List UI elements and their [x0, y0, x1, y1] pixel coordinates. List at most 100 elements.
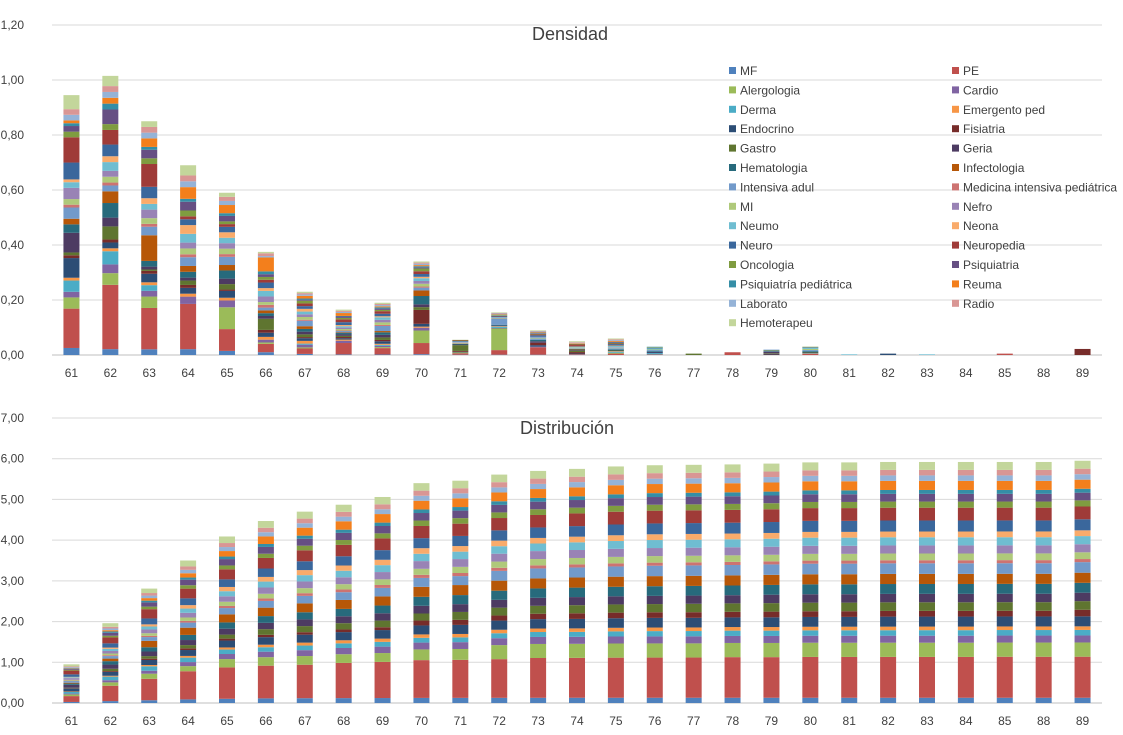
bar-segment — [996, 560, 1013, 564]
bar-segment — [1074, 552, 1091, 560]
bar-segment — [607, 341, 624, 342]
bar-segment — [1035, 616, 1052, 627]
bar-segment — [802, 537, 819, 546]
bar-segment — [180, 257, 197, 266]
bar-segment — [685, 565, 702, 576]
bar-segment — [491, 645, 508, 660]
bar-segment — [1074, 642, 1091, 657]
bar-segment — [880, 593, 897, 603]
bar-segment — [180, 648, 197, 651]
bar-segment — [996, 573, 1013, 584]
bar-segment — [607, 576, 624, 587]
bar-segment — [335, 334, 352, 336]
bar-segment — [413, 561, 430, 569]
bar-segment — [919, 610, 935, 617]
bar-segment — [841, 656, 858, 698]
bar-segment — [141, 647, 158, 652]
bar-segment — [141, 218, 158, 224]
bar-segment — [530, 565, 547, 569]
bar-segment — [257, 657, 274, 666]
bar-segment — [335, 647, 352, 655]
y-tick-label: 5,00 — [1, 492, 25, 506]
x-tick-label: 75 — [609, 366, 623, 380]
bar-segment — [296, 518, 313, 524]
bar-segment — [102, 217, 119, 227]
bar-segment — [1035, 697, 1052, 703]
bar-segment — [102, 647, 119, 649]
bar-segment — [802, 574, 819, 585]
bar-segment — [919, 593, 935, 603]
bar-segment — [452, 624, 469, 634]
bar-segment — [957, 520, 974, 532]
bar-segment — [569, 476, 585, 483]
bar-segment — [646, 348, 663, 350]
bar-segment — [530, 332, 547, 333]
legend-entry: Gastro — [740, 142, 776, 156]
bar-segment — [841, 560, 858, 564]
bar-segment — [646, 347, 663, 348]
bar-segment — [335, 565, 352, 571]
bar-segment — [491, 553, 508, 562]
bar-segment — [296, 645, 313, 651]
bar-segment — [63, 182, 80, 188]
bar-segment — [646, 352, 663, 354]
bar-segment — [530, 568, 547, 579]
bar-segment — [219, 329, 235, 351]
bar-segment — [63, 204, 80, 208]
bar-segment — [841, 508, 858, 521]
bar-segment — [296, 535, 313, 539]
bar-segment — [63, 669, 80, 671]
bar-segment — [141, 164, 158, 187]
bar-segment — [102, 273, 119, 285]
bar-segment — [646, 353, 663, 355]
densidad-legend: MF PE Alergologia Cardio Derma Emergento ped E… — [729, 64, 1117, 330]
bar-segment — [102, 191, 119, 204]
bar-segment — [607, 346, 624, 348]
y-tick-label: 0,20 — [1, 293, 25, 307]
bar-segment — [880, 563, 897, 574]
bar-segment — [374, 306, 391, 308]
bar-segment — [802, 642, 819, 657]
bar-segment — [374, 653, 391, 662]
bar-segment — [880, 635, 897, 643]
bar-segment — [257, 607, 274, 617]
bar-segment — [296, 311, 313, 315]
bar-segment — [452, 480, 469, 489]
bar-segment — [219, 243, 235, 249]
bar-segment — [530, 333, 547, 335]
bar-segment — [802, 490, 819, 495]
bar-segment — [296, 300, 313, 304]
bar-segment — [841, 354, 858, 355]
bar-segment — [413, 553, 430, 562]
bar-segment — [452, 350, 469, 352]
bar-segment — [374, 538, 391, 551]
bar-segment — [219, 221, 235, 225]
bar-segment — [491, 540, 508, 547]
bar-segment — [219, 237, 235, 244]
bar-segment — [335, 311, 352, 314]
bar-segment — [63, 297, 80, 309]
bar-segment — [374, 307, 391, 309]
bar-segment — [1035, 593, 1052, 603]
bar-segment — [452, 341, 469, 343]
bar-segment — [219, 579, 235, 587]
bar-segment — [491, 633, 508, 639]
bar-segment — [491, 567, 508, 571]
bar-segment — [646, 631, 663, 637]
bar-segment — [724, 464, 741, 473]
bar-segment — [996, 616, 1013, 627]
bar-segment — [957, 531, 974, 538]
bar-segment — [102, 685, 119, 702]
bar-segment — [296, 511, 313, 519]
bar-segment — [530, 578, 547, 589]
bar-segment — [374, 514, 391, 523]
bar-segment — [607, 485, 624, 495]
bar-segment — [180, 671, 197, 700]
bar-segment — [996, 537, 1013, 546]
bar-segment — [374, 313, 391, 317]
bar-segment — [996, 610, 1013, 617]
bar-segment — [569, 542, 585, 551]
legend-swatch — [952, 105, 959, 113]
bar-segment — [530, 559, 547, 566]
bar-segment — [219, 605, 235, 609]
